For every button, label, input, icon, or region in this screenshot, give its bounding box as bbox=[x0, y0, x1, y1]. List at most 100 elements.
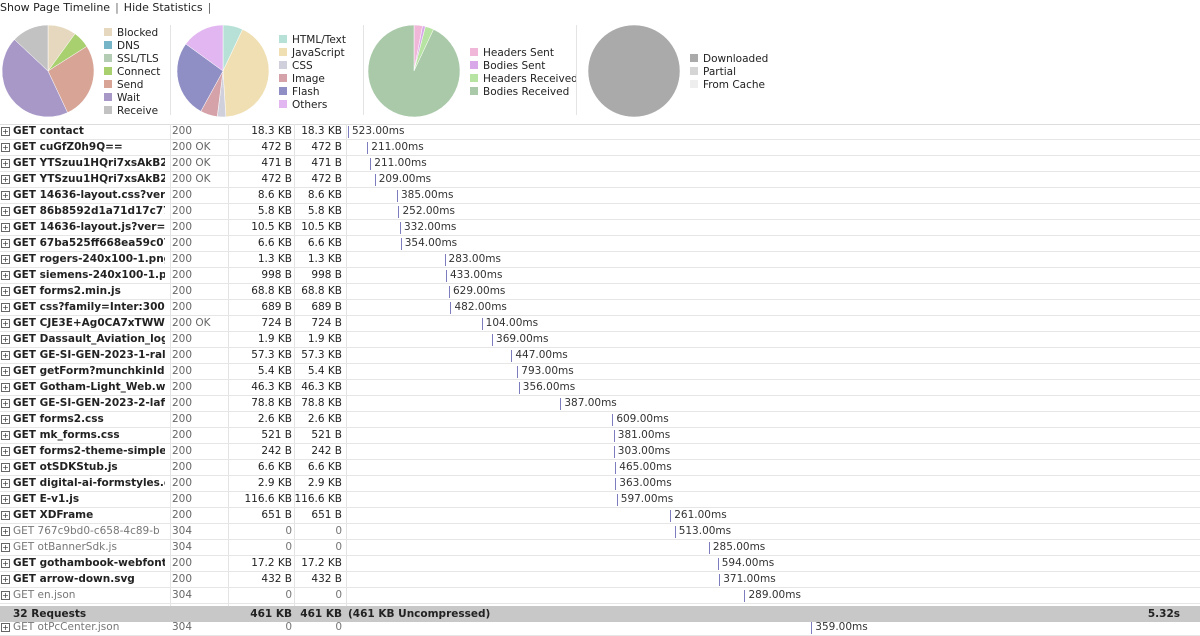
timeline-bar[interactable] bbox=[511, 350, 513, 362]
timeline-bar[interactable] bbox=[613, 446, 615, 458]
expand-icon[interactable]: + bbox=[1, 319, 10, 328]
expand-icon[interactable]: + bbox=[1, 271, 10, 280]
expand-icon[interactable]: + bbox=[1, 495, 10, 504]
request-row[interactable]: + GET GE-SI-GEN-2023-1-rale 200 57.3 KB 57.3… bbox=[0, 348, 1200, 364]
timeline-bar[interactable] bbox=[670, 510, 672, 522]
timeline-bar[interactable] bbox=[400, 238, 402, 250]
request-row[interactable]: + GET mk_forms.css 200 521 B 521 B 381.00ms bbox=[0, 428, 1200, 444]
timeline-bar[interactable] bbox=[448, 286, 450, 298]
request-row[interactable]: + GET otBannerSdk.js 304 0 0 285.00ms bbox=[0, 540, 1200, 556]
expand-icon[interactable]: + bbox=[1, 287, 10, 296]
timeline-bar[interactable] bbox=[374, 174, 376, 186]
request-row[interactable]: + GET cuGfZ0h9Q== 200 OK 472 B 472 B 211.00ms bbox=[0, 140, 1200, 156]
request-row[interactable]: +GET forms2-theme-simple.css 200 242 B 242 … bbox=[0, 444, 1200, 460]
request-row[interactable]: + GET forms2.css 200 2.6 KB 2.6 KB 609.00ms bbox=[0, 412, 1200, 428]
request-status: 200 bbox=[172, 573, 193, 585]
timeline-bar[interactable] bbox=[612, 414, 614, 426]
timeline-bar[interactable] bbox=[367, 142, 369, 154]
request-row[interactable]: +GET YTSzuu1HQri7xsAkB2MEVA== 200 OK 471 B… bbox=[0, 156, 1200, 172]
expand-icon[interactable]: + bbox=[1, 159, 10, 168]
request-row[interactable]: + GET rogers-240x100-1.png 200 1.3 KB 1.3 KB… bbox=[0, 252, 1200, 268]
request-row[interactable]: + GET E-v1.js 200 116.6 KB 116.6 KB 597.00ms bbox=[0, 492, 1200, 508]
show-page-timeline-link[interactable]: Show Page Timeline bbox=[0, 1, 111, 14]
expand-icon[interactable]: + bbox=[1, 255, 10, 264]
request-row[interactable]: + GET 14636-layout.css?ver=3 200 8.6 KB 8.6 … bbox=[0, 188, 1200, 204]
expand-icon[interactable]: + bbox=[1, 175, 10, 184]
request-row[interactable]: + GET arrow-down.svg 200 432 B 432 B 371.00ms bbox=[0, 572, 1200, 588]
request-row[interactable]: +GET getForm?munchkinId=98 200 5.4 KB 5.4 K… bbox=[0, 364, 1200, 380]
request-row[interactable]: +GET CJE3E+Ag0CA7xTWWs0x 200 OK 724 B 724 B… bbox=[0, 316, 1200, 332]
request-row[interactable]: +GET 67ba525ff668ea59c072C 200 6.6 KB 6.6 K… bbox=[0, 236, 1200, 252]
timeline-bar[interactable] bbox=[444, 254, 446, 266]
timeline-bar[interactable] bbox=[560, 398, 562, 410]
expand-icon[interactable]: + bbox=[1, 383, 10, 392]
timeline-bar[interactable] bbox=[613, 430, 615, 442]
expand-icon[interactable]: + bbox=[1, 223, 10, 232]
expand-icon[interactable]: + bbox=[1, 415, 10, 424]
expand-icon[interactable]: + bbox=[1, 239, 10, 248]
expand-icon[interactable]: + bbox=[1, 191, 10, 200]
expand-icon[interactable]: + bbox=[1, 543, 10, 552]
timeline-bar[interactable] bbox=[398, 206, 400, 218]
expand-icon[interactable]: + bbox=[1, 623, 10, 632]
timeline-bar[interactable] bbox=[446, 270, 447, 282]
expand-icon[interactable]: + bbox=[1, 479, 10, 488]
request-url: GET cuGfZ0h9Q== bbox=[13, 141, 123, 153]
request-row[interactable]: + GET GE-SI-GEN-2023-2-lafa 200 78.8 KB 78.8… bbox=[0, 396, 1200, 412]
request-row[interactable]: + GET 14636-layout.js?ver=6a 200 10.5 KB 10.… bbox=[0, 220, 1200, 236]
expand-icon[interactable]: + bbox=[1, 447, 10, 456]
request-row[interactable]: + GET en.json 304 0 0 289.00ms bbox=[0, 588, 1200, 604]
expand-icon[interactable]: + bbox=[1, 399, 10, 408]
expand-icon[interactable]: + bbox=[1, 303, 10, 312]
request-row[interactable]: +GET css?family=Inter:300,400 200 689 B 689… bbox=[0, 300, 1200, 316]
timeline-bar[interactable] bbox=[481, 318, 483, 330]
timeline-bar[interactable] bbox=[616, 494, 618, 506]
timeline-bar[interactable] bbox=[719, 574, 721, 586]
timeline-bar[interactable] bbox=[518, 382, 520, 394]
request-row[interactable]: + GET otPcCenter.json 304 0 0 359.00ms bbox=[0, 620, 1200, 636]
timeline-bar[interactable] bbox=[615, 478, 617, 490]
timeline-bar[interactable] bbox=[370, 158, 372, 170]
timeline-bar[interactable] bbox=[744, 590, 746, 602]
request-row[interactable]: +GET digital-ai-formstyles.css 200 2.9 KB 2… bbox=[0, 476, 1200, 492]
expand-icon[interactable]: + bbox=[1, 463, 10, 472]
timeline-bar[interactable] bbox=[399, 222, 401, 234]
request-row[interactable]: +GET gothambook-webfont.woff 200 17.2 KB 17… bbox=[0, 556, 1200, 572]
timeline-bar[interactable] bbox=[708, 542, 710, 554]
timeline-bar[interactable] bbox=[517, 366, 519, 378]
timeline-bar[interactable] bbox=[450, 302, 452, 314]
expand-icon[interactable]: + bbox=[1, 527, 10, 536]
expand-icon[interactable]: + bbox=[1, 591, 10, 600]
expand-icon[interactable]: + bbox=[1, 351, 10, 360]
hide-statistics-link[interactable]: Hide Statistics bbox=[123, 1, 203, 14]
request-row[interactable]: +GET Gotham-Light_Web.woff2 200 46.3 KB 46.… bbox=[0, 380, 1200, 396]
expand-icon[interactable]: + bbox=[1, 367, 10, 376]
timeline-bar[interactable] bbox=[615, 462, 617, 474]
expand-icon[interactable]: + bbox=[1, 127, 10, 136]
request-row[interactable]: + GET forms2.min.js 200 68.8 KB 68.8 KB 629.0… bbox=[0, 284, 1200, 300]
request-url: GET forms2.min.js bbox=[13, 285, 121, 297]
timeline-bar[interactable] bbox=[492, 334, 494, 346]
request-row[interactable]: + GET otSDKStub.js 200 6.6 KB 6.6 KB 465.00ms bbox=[0, 460, 1200, 476]
request-status: 200 bbox=[172, 557, 193, 569]
timeline-bar[interactable] bbox=[811, 622, 813, 634]
expand-icon[interactable]: + bbox=[1, 575, 10, 584]
expand-icon[interactable]: + bbox=[1, 559, 10, 568]
request-row[interactable]: + GET XDFrame 200 651 B 651 B 261.00ms bbox=[0, 508, 1200, 524]
request-row[interactable]: +GET Dassault_Aviation_logo.png 200 1.9 KB… bbox=[0, 332, 1200, 348]
legend-label: CSS bbox=[292, 60, 313, 72]
expand-icon[interactable]: + bbox=[1, 431, 10, 440]
request-row[interactable]: + GET contact 200 18.3 KB 18.3 KB 523.00ms bbox=[0, 124, 1200, 140]
timeline-bar[interactable] bbox=[717, 558, 719, 570]
timeline-bar[interactable] bbox=[397, 190, 398, 202]
expand-icon[interactable]: + bbox=[1, 207, 10, 216]
request-row[interactable]: + GET 767c9bd0-c658-4c89-b 304 0 0 513.00ms bbox=[0, 524, 1200, 540]
request-row[interactable]: + GET siemens-240x100-1.png 200 998 B 998 B 4… bbox=[0, 268, 1200, 284]
expand-icon[interactable]: + bbox=[1, 511, 10, 520]
timeline-bar[interactable] bbox=[348, 126, 349, 138]
request-row[interactable]: +GET 86b8592d1a71d17c77e6 200 5.8 KB 5.8 KB… bbox=[0, 204, 1200, 220]
expand-icon[interactable]: + bbox=[1, 143, 10, 152]
request-row[interactable]: +GET YTSzuu1HQri7xsAkB2MEVA== 200 OK 472 B… bbox=[0, 172, 1200, 188]
expand-icon[interactable]: + bbox=[1, 335, 10, 344]
timeline-bar[interactable] bbox=[674, 526, 676, 538]
